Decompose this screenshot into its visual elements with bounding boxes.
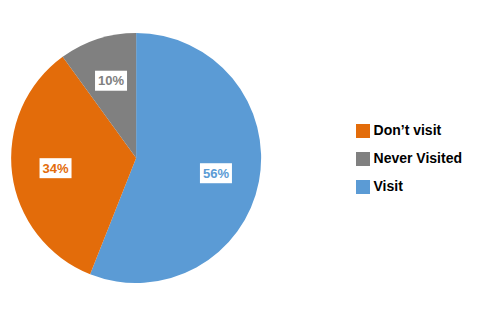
svg-text:56%: 56%	[203, 166, 229, 181]
html-text:Don’t visit: Don’t visit	[373, 122, 442, 138]
html-text:Never Visited: Never Visited	[373, 150, 462, 166]
svg-text:34%: 34%	[43, 161, 69, 176]
html-text:Visit: Visit	[373, 178, 403, 194]
svg-text:10%: 10%	[98, 73, 124, 88]
